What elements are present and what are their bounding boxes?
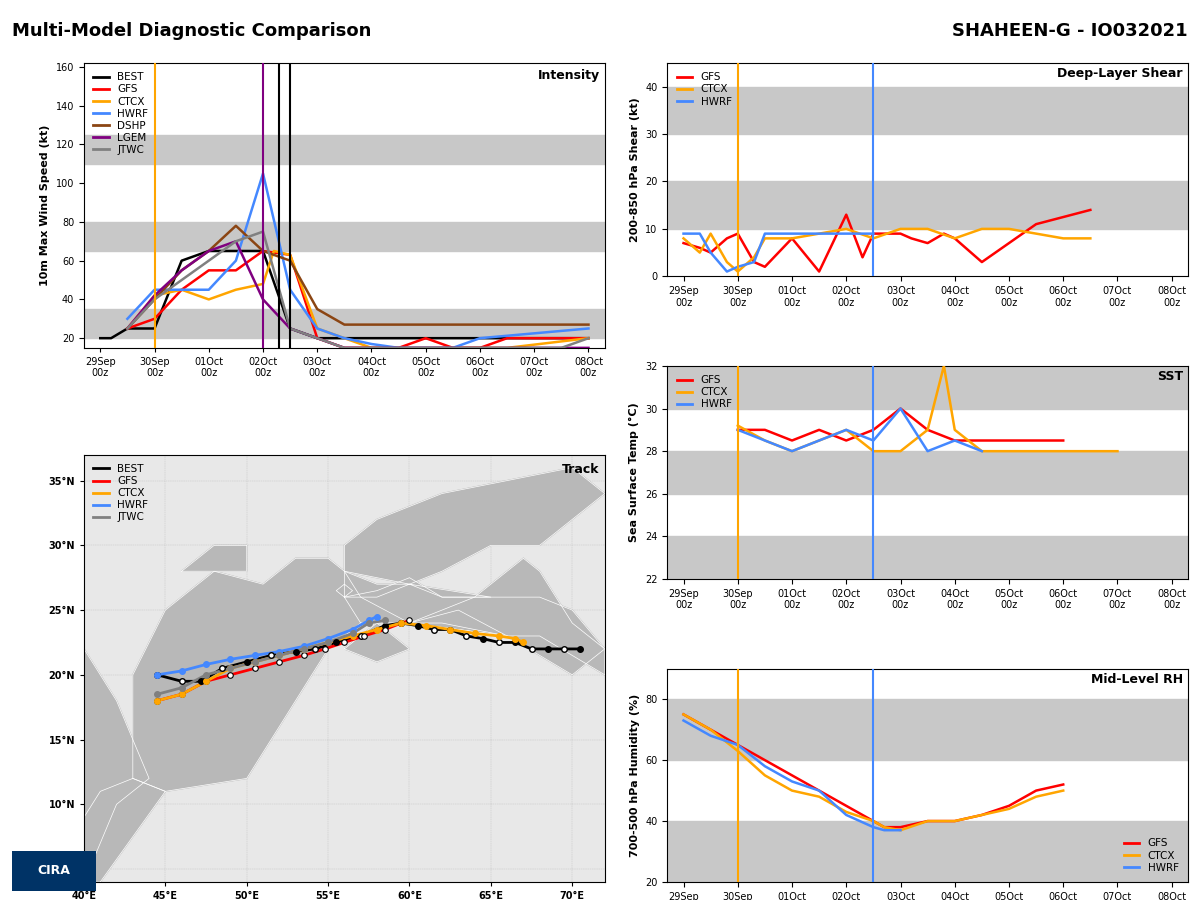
Polygon shape (336, 584, 353, 597)
Legend: GFS, CTCX, HWRF: GFS, CTCX, HWRF (1120, 834, 1183, 877)
Text: SHAHEEN-G - IO032021: SHAHEEN-G - IO032021 (953, 22, 1188, 40)
Legend: BEST, GFS, CTCX, HWRF, DSHP, LGEM, JTWC: BEST, GFS, CTCX, HWRF, DSHP, LGEM, JTWC (89, 68, 152, 159)
Y-axis label: 700-500 hPa Humidity (%): 700-500 hPa Humidity (%) (630, 694, 640, 857)
Bar (667, 699, 1188, 760)
Text: Mid-Level RH: Mid-Level RH (1091, 673, 1183, 686)
Polygon shape (344, 572, 491, 597)
Bar (667, 86, 1188, 134)
Legend: GFS, CTCX, HWRF: GFS, CTCX, HWRF (672, 371, 736, 414)
Bar (84, 309, 605, 338)
Polygon shape (409, 610, 508, 636)
Polygon shape (409, 558, 605, 675)
Y-axis label: Sea Surface Temp (°C): Sea Surface Temp (°C) (629, 402, 640, 543)
Polygon shape (133, 558, 409, 791)
Text: Deep-Layer Shear: Deep-Layer Shear (1057, 68, 1183, 80)
Bar (667, 182, 1188, 229)
Bar (84, 135, 605, 164)
Legend: GFS, CTCX, HWRF: GFS, CTCX, HWRF (672, 68, 736, 111)
Bar (667, 536, 1188, 579)
Polygon shape (181, 545, 247, 572)
Text: Multi-Model Diagnostic Comparison: Multi-Model Diagnostic Comparison (12, 22, 371, 40)
Bar (667, 821, 1188, 882)
Bar (84, 222, 605, 251)
Text: SST: SST (1157, 370, 1183, 383)
Polygon shape (84, 649, 149, 882)
Text: CIRA: CIRA (37, 864, 71, 878)
Polygon shape (84, 778, 166, 882)
Polygon shape (344, 468, 605, 584)
Y-axis label: 10m Max Wind Speed (kt): 10m Max Wind Speed (kt) (41, 125, 50, 286)
Polygon shape (344, 623, 409, 662)
Bar (667, 451, 1188, 494)
Text: Track: Track (562, 464, 600, 476)
Bar (667, 366, 1188, 409)
Text: Intensity: Intensity (538, 68, 600, 82)
Polygon shape (344, 578, 605, 675)
Legend: BEST, GFS, CTCX, HWRF, JTWC: BEST, GFS, CTCX, HWRF, JTWC (89, 460, 152, 526)
Y-axis label: 200-850 hPa Shear (kt): 200-850 hPa Shear (kt) (630, 97, 640, 242)
